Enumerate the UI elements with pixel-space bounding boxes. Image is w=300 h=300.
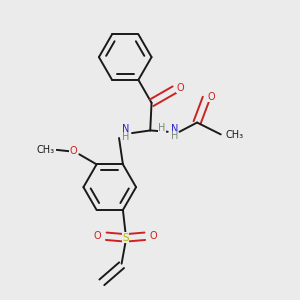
Text: S: S — [122, 232, 129, 243]
Text: H: H — [170, 131, 178, 141]
Text: CH₃: CH₃ — [37, 145, 55, 155]
Text: O: O — [150, 231, 157, 241]
Text: O: O — [70, 146, 77, 156]
Text: O: O — [176, 83, 184, 93]
Text: O: O — [207, 92, 215, 101]
Text: N: N — [122, 124, 129, 134]
Text: O: O — [94, 231, 101, 241]
Text: N: N — [170, 124, 178, 134]
Text: H: H — [122, 132, 129, 142]
Text: CH₃: CH₃ — [225, 130, 244, 140]
Text: H: H — [158, 123, 166, 133]
